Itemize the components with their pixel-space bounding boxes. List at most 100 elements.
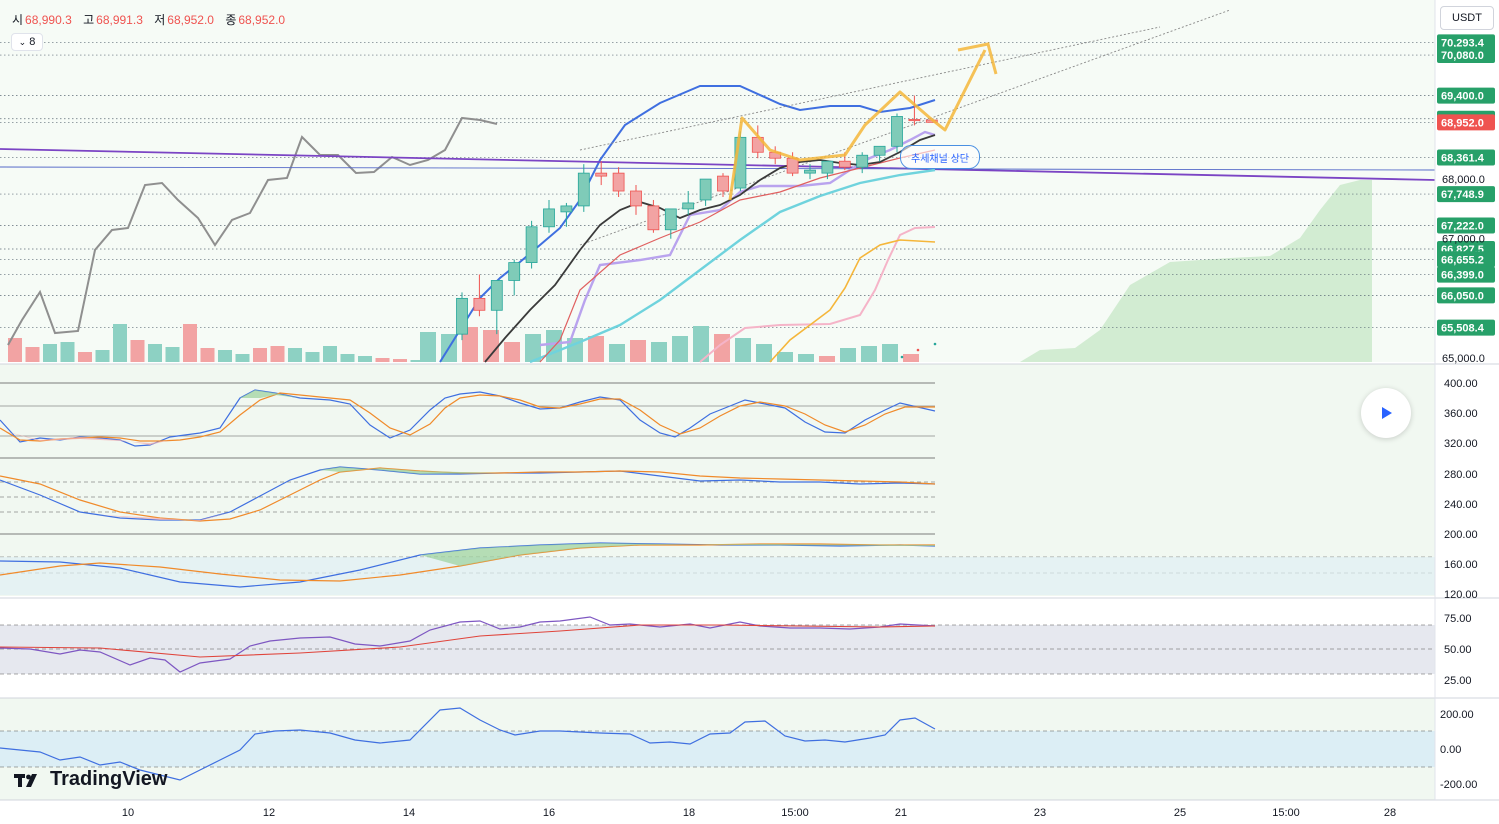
trend-channel-upper	[579, 26, 1161, 151]
low-label: 저	[154, 13, 166, 27]
indicator-axis-tick: 160.00	[1444, 559, 1478, 571]
indicator-axis-tick: 25.00	[1444, 675, 1472, 687]
rsi-signal-line	[0, 624, 936, 658]
candle-body	[543, 208, 555, 228]
volume-bar	[25, 347, 40, 362]
logo-text: TradingView	[50, 768, 168, 790]
volume-bar	[462, 327, 478, 362]
volume-bar	[693, 326, 709, 362]
volume-bar	[60, 342, 75, 362]
candle-body	[630, 190, 642, 207]
candle-body	[821, 160, 834, 174]
price-axis-badge	[1437, 186, 1495, 203]
volume-bar	[375, 358, 390, 362]
volume-bar	[420, 332, 436, 362]
indicator-axis-tick: 280.00	[1444, 469, 1478, 481]
price-axis-badge	[1437, 47, 1495, 64]
volume-bar	[78, 352, 92, 362]
indicator-axis-tick: 240.00	[1444, 499, 1478, 511]
rsi-line	[0, 616, 936, 673]
indicator-axis-tick: 200.00	[1440, 709, 1474, 721]
price-axis-badge	[1437, 287, 1495, 304]
volume-bar	[861, 346, 877, 362]
indicators-toggle-button[interactable]: ⌄ 8	[11, 33, 43, 51]
volume-bar	[200, 348, 215, 362]
high-value: 68,991.3	[96, 13, 143, 27]
volume-bar	[130, 340, 145, 362]
bollinger-upper-line	[439, 85, 936, 363]
tradingview-logo[interactable]: TradingView	[14, 768, 167, 791]
candle-body	[838, 160, 851, 168]
candle-body	[664, 208, 677, 231]
candle-body	[908, 119, 921, 122]
play-icon	[1382, 407, 1392, 419]
volume-bar	[756, 344, 772, 362]
candle-body	[891, 116, 903, 147]
price-axis-label: 70,080.0	[1441, 50, 1484, 62]
slow-stoch-fill-red	[100, 512, 230, 521]
price-axis-label: 69,400.0	[1441, 91, 1484, 103]
time-axis-tick: 25	[1174, 807, 1186, 819]
volume-bar	[651, 342, 667, 362]
volume-bar	[504, 342, 520, 362]
time-axis-tick: 10	[122, 807, 134, 819]
volume-bar	[288, 348, 302, 362]
volume-bar	[672, 336, 688, 362]
volume-bar	[340, 354, 355, 362]
candle-body	[577, 172, 590, 207]
play-button[interactable]	[1361, 388, 1411, 438]
time-axis-bg	[0, 800, 1499, 824]
volume-bar	[8, 338, 22, 362]
candle-body	[490, 280, 503, 311]
price-axis-label: 67,222.0	[1441, 220, 1484, 232]
price-axis-label: 66,050.0	[1441, 290, 1484, 302]
signal-dot	[916, 348, 920, 352]
volume-bar	[183, 324, 197, 362]
rsi-band	[0, 625, 1435, 674]
indicator-axis-tick: 320.00	[1444, 438, 1478, 450]
time-axis-tick: 15:00	[781, 807, 809, 819]
volume-bar	[798, 354, 814, 362]
volume-bar	[609, 344, 625, 362]
signal-dot	[900, 355, 904, 359]
candle-body	[456, 297, 468, 335]
volume-bar	[218, 350, 232, 362]
stoch-fill	[240, 390, 300, 398]
volume-bar	[525, 334, 541, 362]
price-axis-badge	[1437, 319, 1495, 336]
long-trendline	[0, 148, 1436, 181]
volume-bar	[483, 330, 499, 362]
candle-body	[595, 172, 608, 177]
volume-bar	[305, 352, 320, 362]
indicator-axis-tick: 400.00	[1444, 378, 1478, 390]
price-axis-bg	[1435, 0, 1499, 824]
volume-bar	[113, 324, 127, 362]
tradingview-mark-icon	[14, 773, 37, 787]
pane3-band	[0, 557, 1435, 595]
time-axis-tick: 28	[1384, 807, 1396, 819]
candle-body	[647, 205, 660, 231]
time-axis-tick: 21	[895, 807, 907, 819]
stoch-k-line	[0, 389, 936, 447]
volume-bar	[165, 347, 180, 362]
price-axis-badge	[1437, 217, 1495, 234]
time-axis-tick: 23	[1034, 807, 1046, 819]
projection-arrow-path	[728, 49, 987, 201]
price-axis-label: 65,508.4	[1441, 323, 1485, 335]
cci-line	[0, 707, 936, 781]
indicator-axis-tick: 0.00	[1440, 744, 1461, 756]
projection-arrow-head	[957, 42, 998, 75]
volume-bar	[735, 338, 751, 362]
indicator-axis-tick: 75.00	[1444, 613, 1472, 625]
currency-selector[interactable]: USDT	[1440, 6, 1494, 30]
ma60-line	[529, 168, 936, 364]
candle-body	[560, 205, 573, 213]
cci-band	[0, 731, 1435, 767]
time-axis-tick: 14	[403, 807, 415, 819]
open-label: 시	[12, 13, 24, 27]
price-axis-badge	[1437, 251, 1495, 268]
low-value: 68,952.0	[167, 13, 214, 27]
volume-bar	[95, 350, 110, 362]
indicator-axis-tick: 200.00	[1444, 529, 1478, 541]
